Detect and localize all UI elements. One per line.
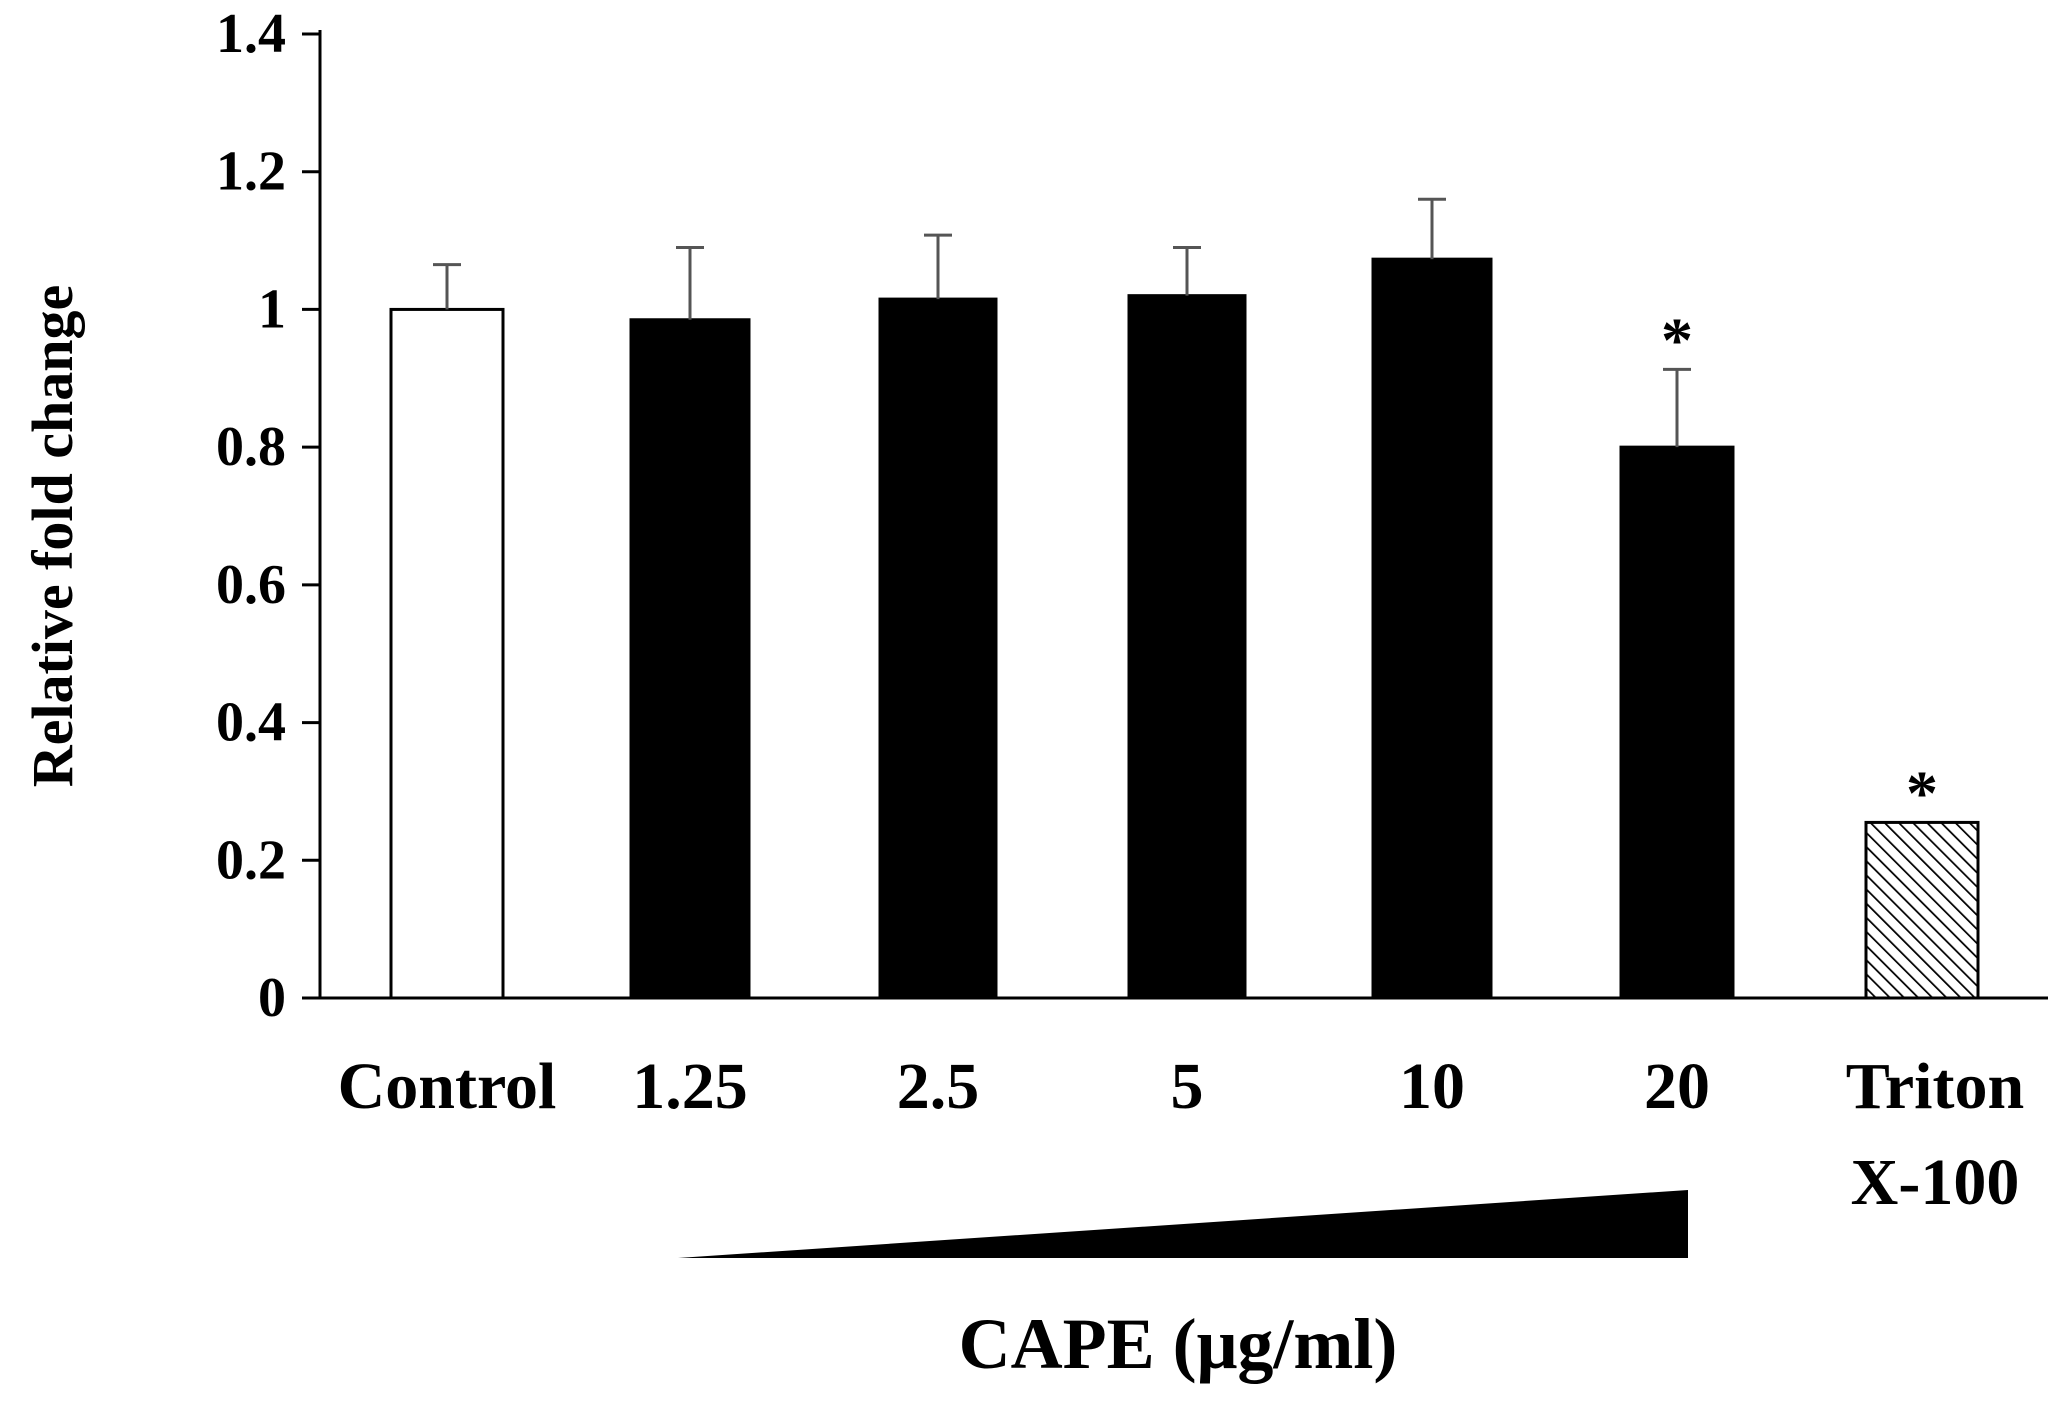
y-tick-label: 0.2 [216, 829, 286, 891]
labels-group: Control 1.25 2.5 5 10 20 Triton X-100 [338, 1050, 2025, 1219]
y-tick-label: 1.2 [216, 141, 286, 203]
bar [878, 297, 998, 1000]
category-label: 1.25 [632, 1050, 748, 1123]
bar [629, 318, 751, 1000]
category-label: X-100 [1851, 1146, 2020, 1219]
category-label: 20 [1644, 1050, 1710, 1123]
category-label: 10 [1399, 1050, 1465, 1123]
y-tick-label: 0.8 [216, 416, 286, 478]
category-label: 2.5 [897, 1050, 980, 1123]
bar [389, 307, 505, 1000]
bars-group: ** [389, 197, 1980, 1000]
gradient-annotation: CAPE (μg/ml) [678, 1190, 1688, 1384]
axes: 0 0.2 0.4 0.6 0.8 1 1.2 1.4 Relative fold change [20, 3, 2048, 1029]
category-label: 5 [1171, 1050, 1204, 1123]
bar [1127, 294, 1247, 1000]
y-axis-title: Relative fold change [20, 285, 85, 788]
bar [1619, 445, 1735, 1000]
y-tick-label: 0.4 [216, 692, 286, 754]
concentration-wedge [678, 1190, 1688, 1258]
category-label: Control [338, 1050, 557, 1123]
significance-asterisk: * [1661, 304, 1693, 375]
bar [1371, 257, 1493, 1000]
y-tick-label: 0.6 [216, 554, 286, 616]
y-tick-label: 1.4 [216, 3, 286, 65]
bar [1864, 820, 1980, 1000]
y-tick-label: 1 [258, 278, 286, 340]
cape-axis-label: CAPE (μg/ml) [959, 1304, 1398, 1384]
y-tick-label: 0 [258, 967, 286, 1029]
significance-asterisk: * [1906, 757, 1938, 828]
category-label: Triton [1846, 1050, 2024, 1123]
